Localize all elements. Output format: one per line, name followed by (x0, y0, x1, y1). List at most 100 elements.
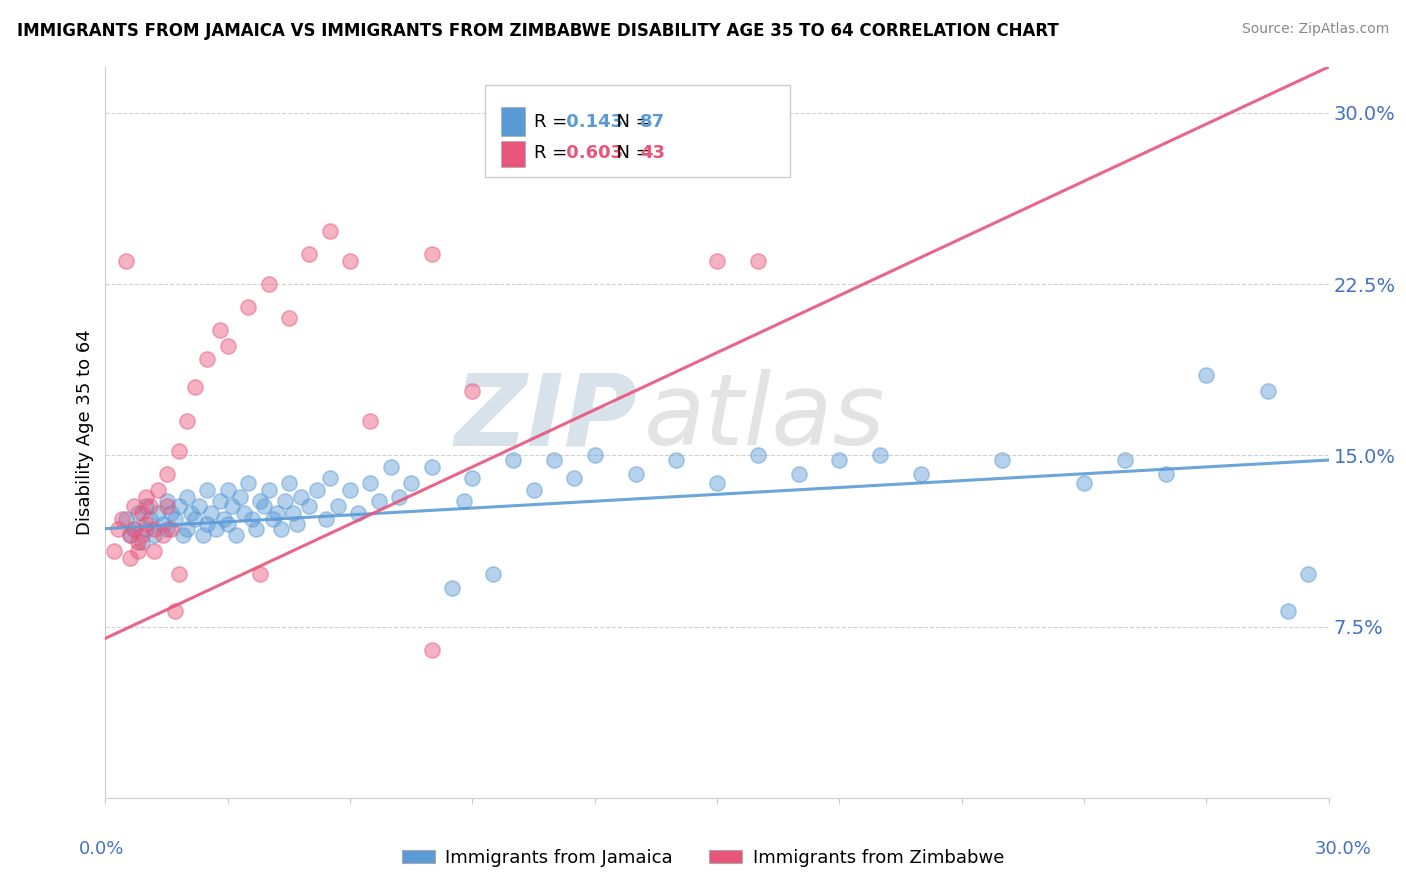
Point (118, 528, 141, 542)
Point (135, 522, 157, 536)
Point (1154, 467, 1177, 481)
Point (217, 339, 239, 353)
Point (188, 499, 211, 513)
Point (249, 494, 271, 508)
Point (266, 506, 288, 520)
Text: 43: 43 (640, 145, 665, 162)
Point (225, 528, 247, 542)
Point (706, 475, 728, 490)
Point (135, 499, 157, 513)
Point (453, 494, 475, 508)
Point (1195, 368, 1218, 383)
Point (420, 247, 443, 261)
Point (115, 512, 138, 526)
Point (172, 528, 194, 542)
Y-axis label: Disability Age 35 to 64: Disability Age 35 to 64 (76, 330, 94, 535)
Point (318, 471, 342, 485)
Point (665, 453, 688, 467)
Point (148, 483, 170, 497)
Point (360, 414, 382, 428)
Point (298, 499, 321, 513)
Point (221, 499, 243, 513)
Point (339, 254, 361, 268)
Point (399, 475, 422, 490)
Point (1256, 384, 1278, 399)
Point (143, 522, 166, 536)
Point (212, 512, 235, 526)
Point (706, 254, 728, 268)
Point (195, 352, 219, 367)
Point (274, 494, 297, 508)
Bar (501, 141, 524, 167)
Text: 0.143: 0.143 (561, 113, 624, 131)
Point (139, 499, 162, 513)
Point (481, 567, 503, 582)
Point (339, 483, 361, 497)
Point (176, 490, 198, 504)
Point (347, 506, 370, 520)
Point (257, 277, 280, 291)
Point (127, 544, 149, 558)
Point (111, 512, 134, 526)
Text: 0.0%: 0.0% (79, 840, 124, 858)
Point (380, 459, 402, 474)
Point (1114, 453, 1136, 467)
Point (195, 483, 219, 497)
Text: IMMIGRANTS FROM JAMAICA VS IMMIGRANTS FROM ZIMBABWE DISABILITY AGE 35 TO 64 CORR: IMMIGRANTS FROM JAMAICA VS IMMIGRANTS FR… (17, 22, 1059, 40)
Legend: Immigrants from Jamaica, Immigrants from Zimbabwe: Immigrants from Jamaica, Immigrants from… (395, 842, 1011, 874)
Point (1296, 567, 1319, 582)
Point (281, 506, 304, 520)
Point (122, 522, 145, 536)
Point (122, 499, 145, 513)
Point (869, 449, 891, 463)
Point (131, 506, 153, 520)
Point (245, 522, 267, 536)
Point (233, 506, 256, 520)
Point (318, 225, 342, 239)
Point (208, 494, 231, 508)
Point (135, 490, 157, 504)
Point (257, 483, 280, 497)
Point (523, 483, 546, 497)
Point (240, 512, 263, 526)
Point (208, 323, 231, 337)
Point (285, 517, 308, 532)
Point (910, 467, 932, 481)
Point (167, 444, 190, 458)
Point (262, 512, 284, 526)
Text: Source: ZipAtlas.com: Source: ZipAtlas.com (1241, 22, 1389, 37)
Point (1073, 475, 1095, 490)
Point (122, 522, 145, 536)
Point (131, 535, 153, 549)
Point (152, 517, 174, 532)
Point (543, 453, 565, 467)
Point (143, 528, 166, 542)
Point (828, 453, 851, 467)
Point (195, 517, 219, 532)
Point (139, 512, 162, 526)
Point (127, 535, 149, 549)
Point (461, 384, 484, 399)
Point (204, 522, 226, 536)
Point (103, 544, 125, 558)
Point (747, 254, 769, 268)
Text: ZIP: ZIP (454, 369, 637, 467)
Text: 87: 87 (640, 113, 665, 131)
Point (118, 551, 141, 566)
Point (624, 467, 647, 481)
Point (155, 499, 177, 513)
Point (193, 528, 215, 542)
FancyBboxPatch shape (485, 86, 790, 177)
Point (461, 471, 484, 485)
Point (131, 528, 153, 542)
Point (148, 506, 170, 520)
Point (747, 449, 769, 463)
Point (290, 490, 312, 504)
Point (176, 522, 198, 536)
Point (315, 512, 337, 526)
Point (184, 380, 207, 394)
Point (143, 544, 166, 558)
Point (991, 453, 1014, 467)
Text: R =: R = (533, 113, 572, 131)
Point (298, 247, 321, 261)
